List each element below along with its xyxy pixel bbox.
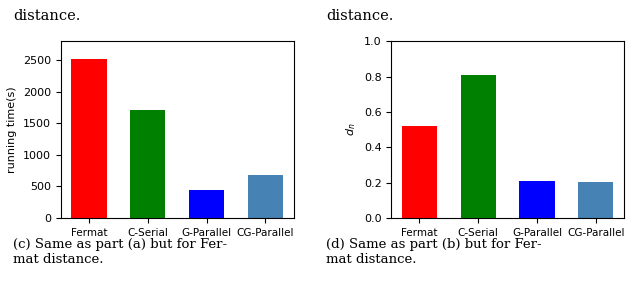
Text: (c) Same as part (a) but for Fer-
mat distance.: (c) Same as part (a) but for Fer- mat di…: [13, 238, 227, 266]
Y-axis label: running time(s): running time(s): [8, 86, 17, 173]
Text: (d) Same as part (b) but for Fer-
mat distance.: (d) Same as part (b) but for Fer- mat di…: [326, 238, 542, 266]
Bar: [461, 75, 496, 218]
Bar: [130, 110, 165, 218]
Bar: [248, 175, 283, 218]
Y-axis label: $d_n$: $d_n$: [344, 123, 358, 136]
Text: distance.: distance.: [326, 9, 394, 23]
Text: distance.: distance.: [13, 9, 80, 23]
Bar: [72, 59, 107, 218]
Bar: [578, 182, 613, 218]
Bar: [402, 126, 437, 218]
Bar: [189, 190, 224, 218]
Bar: [520, 181, 555, 218]
